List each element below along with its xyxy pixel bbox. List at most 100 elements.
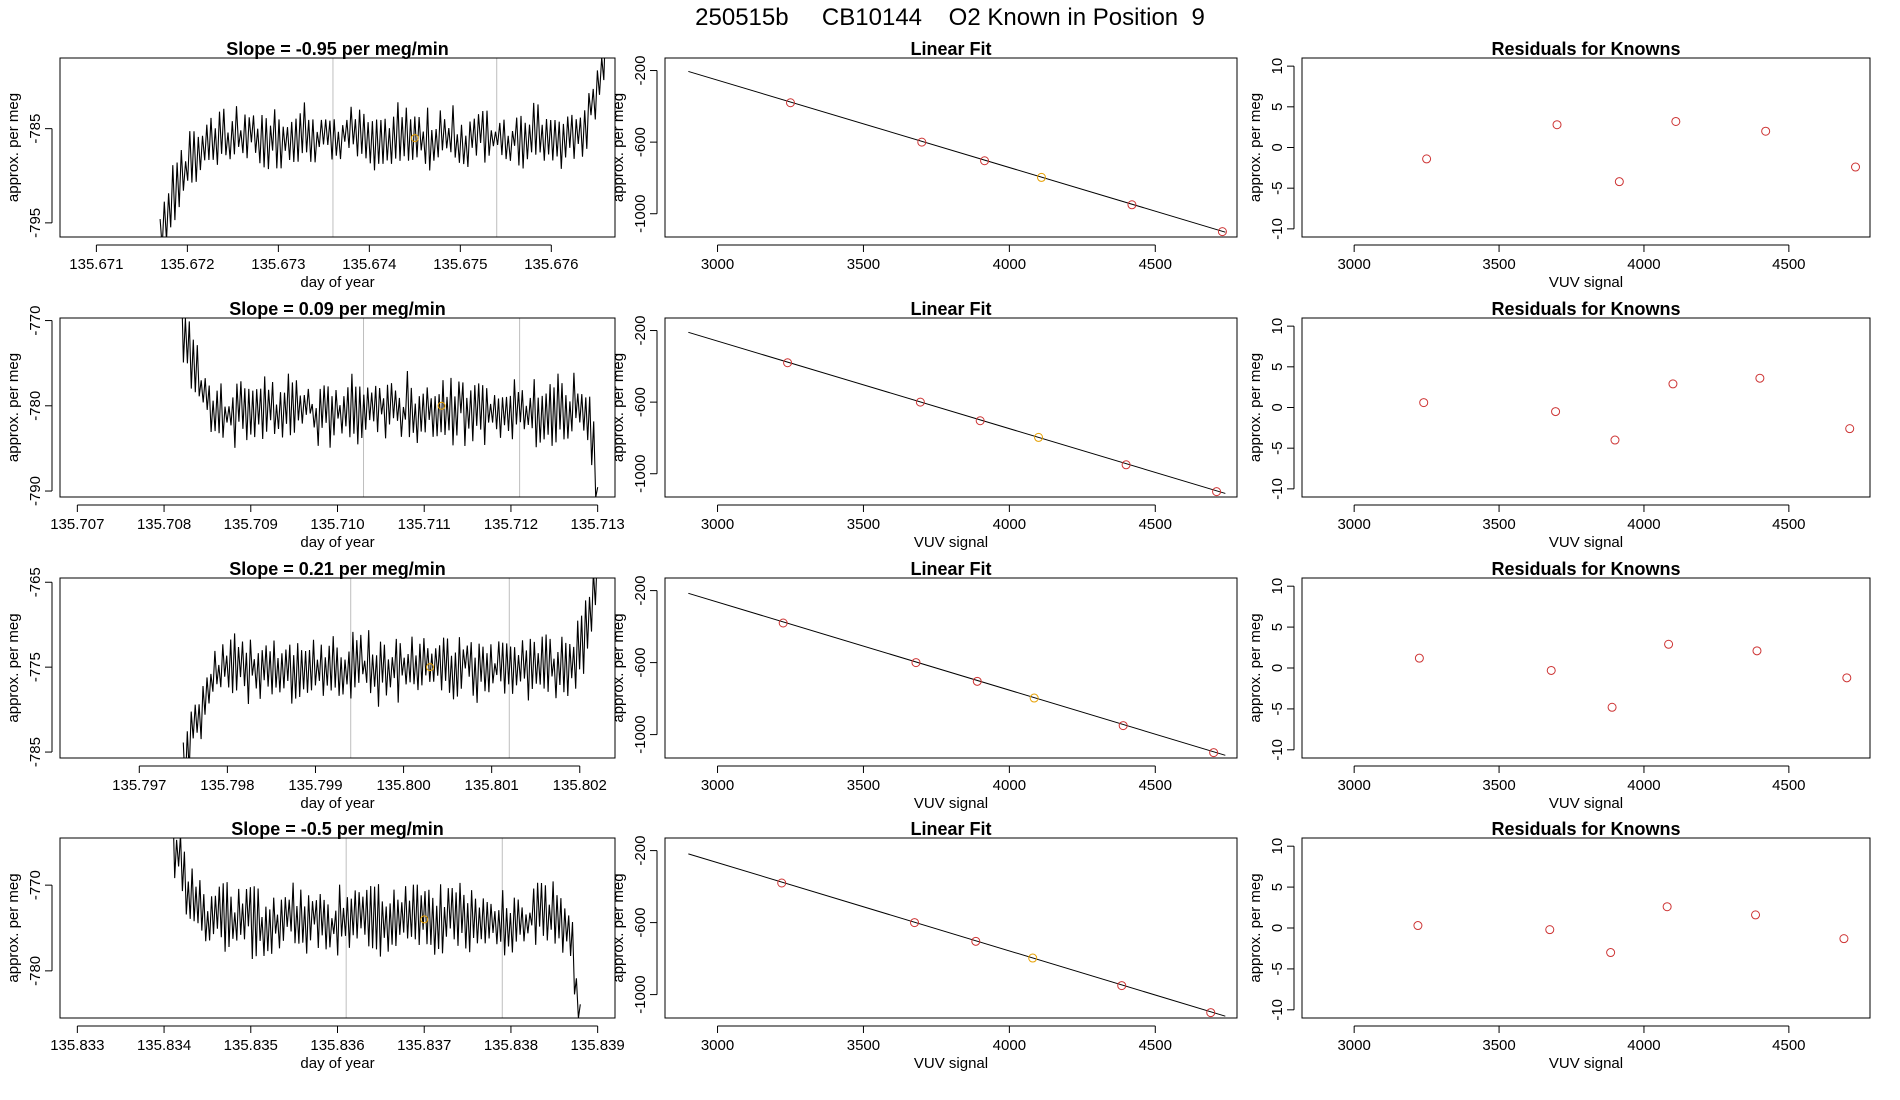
x-tick-label: 135.713 xyxy=(571,516,625,533)
x-tick-label: 4000 xyxy=(1627,777,1660,794)
y-tick-label: 10 xyxy=(1269,578,1286,595)
plot-area xyxy=(181,318,599,497)
x-tick-label: 3500 xyxy=(1482,516,1515,533)
x-tick-label: 135.671 xyxy=(69,256,123,273)
known-point xyxy=(1755,373,1765,383)
known-point xyxy=(1552,120,1562,130)
x-tick-label: 3500 xyxy=(847,1037,880,1054)
chart-panel-r2c1: Slope = 0.09 per meg/min 135.707 135.708 13… xyxy=(5,299,625,551)
data-trace xyxy=(159,58,606,237)
y-tick-label: -785 xyxy=(27,114,44,144)
fit-line xyxy=(688,331,1226,494)
x-tick-label: 3000 xyxy=(701,256,734,273)
y-tick-label: -1000 xyxy=(632,195,649,233)
known-point xyxy=(1668,379,1678,389)
x-tick-label: 135.836 xyxy=(310,1037,364,1054)
plot-area xyxy=(688,592,1226,758)
y-tick-label: -780 xyxy=(27,391,44,421)
known-point xyxy=(911,658,921,668)
x-axis-label: VUV signal xyxy=(914,534,988,551)
x-axis-label: VUV signal xyxy=(914,1055,988,1072)
known-point xyxy=(1546,665,1556,675)
chart-panel-r2c3: Residuals for Knowns 3000 3500 4000 4500 VUV … xyxy=(1247,299,1871,551)
x-tick-label: 135.801 xyxy=(465,777,519,794)
known-point xyxy=(980,156,990,166)
data-trace xyxy=(181,318,599,497)
x-tick-label: 4000 xyxy=(993,256,1026,273)
x-tick-label: 3500 xyxy=(847,777,880,794)
x-axis-label: VUV signal xyxy=(1549,1055,1623,1072)
chart-panel-r1c2: Linear Fit 3000 3500 4000 4500 -200 -600 -1000 a… xyxy=(610,39,1238,273)
y-tick-label: -770 xyxy=(27,870,44,900)
x-tick-label: 135.708 xyxy=(137,516,191,533)
plot-frame xyxy=(664,577,1238,759)
known-point xyxy=(778,618,788,628)
y-tick-label: -785 xyxy=(27,737,44,767)
fit-line xyxy=(688,70,1226,233)
known-point xyxy=(1842,673,1852,683)
x-tick-label: 3000 xyxy=(1337,516,1370,533)
x-tick-label: 3500 xyxy=(1482,1037,1515,1054)
chart-panel-r4c3: Residuals for Knowns 3000 3500 4000 4500 VUV … xyxy=(1247,819,1871,1072)
x-tick-label: 135.673 xyxy=(251,256,305,273)
known-point xyxy=(1419,398,1429,408)
known-point xyxy=(1545,925,1555,935)
chart-title: Residuals for Knowns xyxy=(1491,299,1680,319)
y-tick-label: -780 xyxy=(27,956,44,986)
x-tick-label: 3500 xyxy=(847,516,880,533)
y-tick-label: 0 xyxy=(1269,143,1286,151)
y-tick-label: -1000 xyxy=(632,455,649,493)
x-tick-label: 4000 xyxy=(993,1037,1026,1054)
chart-title: Residuals for Knowns xyxy=(1491,39,1680,59)
y-tick-label: 0 xyxy=(1269,403,1286,411)
y-tick-label: 5 xyxy=(1269,883,1286,891)
chart-panel-r4c2: Linear Fit 3000 3500 4000 4500 VUV signal -200… xyxy=(610,819,1238,1072)
chart-panel-r3c3: Residuals for Knowns 3000 3500 4000 4500 VUV … xyxy=(1247,559,1871,812)
page-title: 250515b CB10144 O2 Known in Position 9 xyxy=(695,4,1205,31)
x-tick-label: 4500 xyxy=(1139,777,1172,794)
y-tick-label: 10 xyxy=(1269,838,1286,855)
chart-panel-r3c1: Slope = 0.21 per meg/min 135.797 135.798 13… xyxy=(5,559,616,812)
y-tick-label: -200 xyxy=(632,576,649,606)
sample-point xyxy=(410,134,419,143)
x-tick-label: 3000 xyxy=(1337,256,1370,273)
y-tick-label: 10 xyxy=(1269,318,1286,335)
plot-frame xyxy=(1301,577,1871,759)
known-point xyxy=(971,936,981,946)
x-tick-label: 135.800 xyxy=(376,777,430,794)
x-axis-label: VUV signal xyxy=(1549,534,1623,551)
x-tick-label: 135.797 xyxy=(112,777,166,794)
plot-area xyxy=(182,578,597,758)
x-tick-label: 3500 xyxy=(1482,256,1515,273)
plot-frame xyxy=(1301,57,1871,238)
plot-area xyxy=(1419,373,1855,445)
chart-title: Linear Fit xyxy=(910,819,991,839)
y-axis-label: approx. per meg xyxy=(5,93,22,202)
x-axis-label: VUV signal xyxy=(1549,274,1623,291)
plot-frame xyxy=(59,837,616,1019)
x-tick-label: 135.835 xyxy=(224,1037,278,1054)
x-tick-label: 4000 xyxy=(993,777,1026,794)
known-point xyxy=(1551,407,1561,417)
chart-panel-r1c3: Residuals for Knowns 3000 3500 4000 4500 VUV … xyxy=(1247,39,1871,291)
known-point xyxy=(1422,154,1432,164)
plot-area xyxy=(688,70,1227,237)
x-tick-label: 135.709 xyxy=(224,516,278,533)
x-tick-label: 4500 xyxy=(1772,516,1805,533)
known-point xyxy=(1851,162,1861,172)
y-tick-label: -795 xyxy=(27,208,44,238)
y-axis-label: approx. per meg xyxy=(610,353,627,462)
plot-area xyxy=(1413,902,1849,958)
known-point xyxy=(1117,981,1127,991)
y-tick-label: -5 xyxy=(1269,442,1286,455)
plot-area xyxy=(688,853,1226,1018)
sample-point xyxy=(437,401,446,410)
y-tick-label: -1000 xyxy=(632,975,649,1013)
x-tick-label: 135.802 xyxy=(553,777,607,794)
x-tick-label: 3000 xyxy=(701,516,734,533)
sample-point xyxy=(1028,953,1038,963)
x-tick-label: 135.798 xyxy=(200,777,254,794)
known-point xyxy=(1671,116,1681,126)
x-tick-label: 4000 xyxy=(1627,1037,1660,1054)
